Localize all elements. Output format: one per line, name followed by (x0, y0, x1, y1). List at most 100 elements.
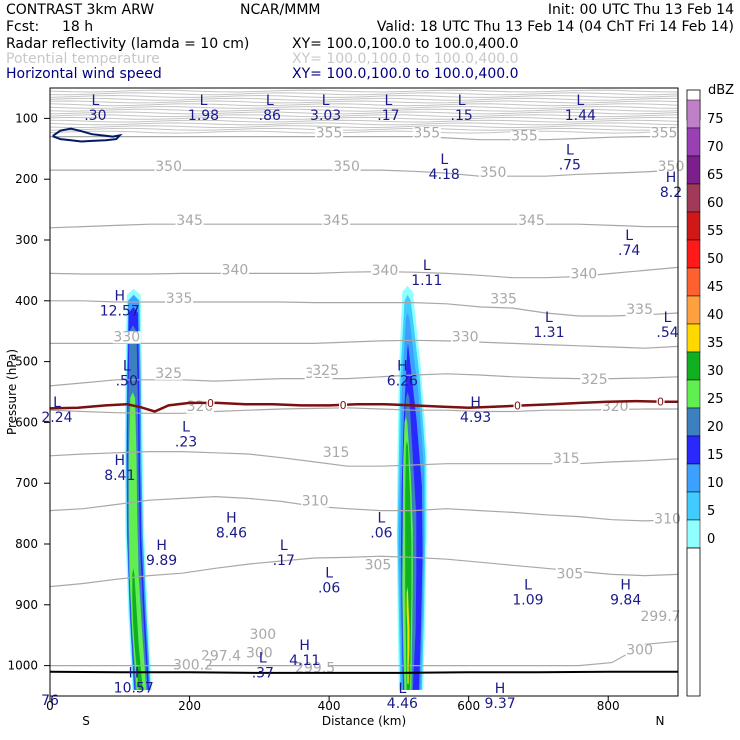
zero-label: 0 (207, 397, 214, 410)
colorbar-level-label: 40 (707, 308, 724, 323)
y-tick-label: 600 (15, 415, 38, 429)
stratosphere-contour (49, 100, 679, 104)
wind-extreme-low: L (625, 228, 633, 244)
theta-label: 345 (323, 213, 350, 229)
theta-label-bg (510, 130, 539, 143)
theta-label: 297.4 (201, 649, 241, 665)
theta-label: 315 (323, 445, 350, 461)
colorbar-swatch-45 (686, 267, 701, 297)
y-tick-label: 800 (15, 537, 38, 551)
wind-extreme-low: L (378, 511, 386, 527)
x-axis: 0 200 400 600 800 (46, 696, 620, 713)
theta-label-bg (580, 373, 609, 386)
theta-contour-345 (49, 223, 678, 229)
colorbar-level-label: 45 (707, 280, 724, 295)
wind-extreme-low: L (259, 650, 267, 666)
wind-speed-value: 1.31 (533, 325, 564, 341)
theta-label: 325 (581, 372, 608, 388)
wind-extreme-low: L (280, 538, 288, 554)
wind-speed-value: .17 (273, 553, 295, 569)
stratosphere-contour (49, 89, 679, 93)
wind-speed-value: 3.03 (310, 108, 341, 124)
stratosphere-contour (49, 127, 679, 131)
theta-label: 335 (490, 292, 517, 308)
stratosphere-contours (49, 89, 679, 134)
x-tick-label: 400 (318, 699, 341, 713)
wind-speed-value: 4.46 (387, 696, 418, 712)
field2-name: Potential temperature (6, 51, 160, 67)
theta-label-bg (175, 215, 204, 228)
field3-xy: XY= 100.0,100.0 to 100.0,400.0 (292, 66, 519, 82)
colorbar-swatch-30 (686, 351, 701, 381)
theta-label-bg (653, 513, 682, 526)
wind-speed-value: 4.93 (460, 410, 491, 426)
colorbar-level-label: 25 (707, 392, 724, 407)
theta-label: 355 (511, 129, 538, 145)
theta-label: 330 (113, 329, 140, 345)
theta-label-bg (601, 401, 630, 414)
stratosphere-contour (49, 108, 679, 112)
wind-speed-value: 2.24 (41, 410, 72, 426)
wind-extreme-high: H (115, 289, 126, 305)
colorbar-level-label: 0 (707, 532, 715, 547)
wind-speed-value: .15 (451, 108, 473, 124)
wind-speed-value: .30 (84, 108, 106, 124)
theta-label-bg (322, 215, 351, 228)
theta-label: 315 (553, 451, 580, 467)
theta-label-bg (220, 264, 249, 277)
colorbar-level-label: 55 (707, 224, 724, 239)
forecast-label: Fcst: (6, 19, 39, 35)
theta-label-bg (248, 629, 277, 642)
colorbar-bottom-cap (686, 547, 701, 697)
wind-speed-value: 9.84 (610, 592, 641, 608)
plot-frame (49, 87, 679, 697)
zero-label-bg (206, 397, 215, 408)
theta-label-bg (165, 293, 194, 306)
theta-label-bg (154, 161, 183, 174)
wind-speed-value: .37 (252, 665, 274, 681)
figure-header: CONTRAST 3km ARW NCAR/MMM Init: 00 UTC T… (6, 2, 734, 82)
theta-contour-320 (49, 407, 678, 414)
upper-level-contour (52, 127, 123, 143)
init-time: Init: 00 UTC Thu 13 Feb 14 (548, 2, 734, 18)
wind-speed-value: 6.26 (387, 374, 418, 390)
theta-label-bg (179, 659, 208, 672)
theta-label: 355 (651, 126, 678, 142)
wind-speed-value: .17 (377, 108, 399, 124)
colorbar-level-label: 35 (707, 336, 724, 351)
theta-label: 350 (155, 159, 182, 175)
wind-speed-value: 1.98 (188, 108, 219, 124)
wind-extreme-low: L (566, 143, 574, 159)
zero-label: 0 (514, 400, 521, 413)
reflectivity-fill (124, 285, 427, 690)
wind-extreme-low: L (123, 359, 131, 375)
stratosphere-contour (49, 119, 679, 123)
theta-contour-300 (50, 640, 679, 667)
theta-label-bg (479, 167, 508, 180)
right-storm-dbz-35 (406, 586, 410, 684)
colorbar-swatch-15 (686, 435, 701, 465)
zero-label: 0 (340, 399, 347, 412)
colorbar-swatch-40 (686, 295, 701, 325)
colorbar-level-label: 60 (707, 196, 724, 211)
y-tick-label: 100 (15, 111, 38, 125)
wind-speed-value: .74 (618, 243, 640, 259)
theta-label-bg (646, 611, 675, 623)
wind-extreme-high: H (470, 395, 481, 411)
stratosphere-contour (49, 114, 679, 118)
theta-label-bg (412, 127, 441, 140)
forecast-value: 18 h (62, 19, 93, 35)
wind-extreme-low: L (322, 93, 330, 109)
theta-label: 350 (480, 165, 507, 181)
wind-extreme-high: H (299, 638, 310, 654)
wind-extreme-high: H (620, 577, 631, 593)
stratosphere-contour (49, 94, 679, 98)
colorbar-swatch-75 (686, 99, 701, 129)
wind-speed-value: 12.57 (100, 304, 140, 320)
theta-label-bg (245, 647, 274, 660)
theta-label-bg (625, 303, 654, 316)
wind-extreme-high: H (397, 359, 408, 375)
zero-label-bg (656, 396, 665, 407)
